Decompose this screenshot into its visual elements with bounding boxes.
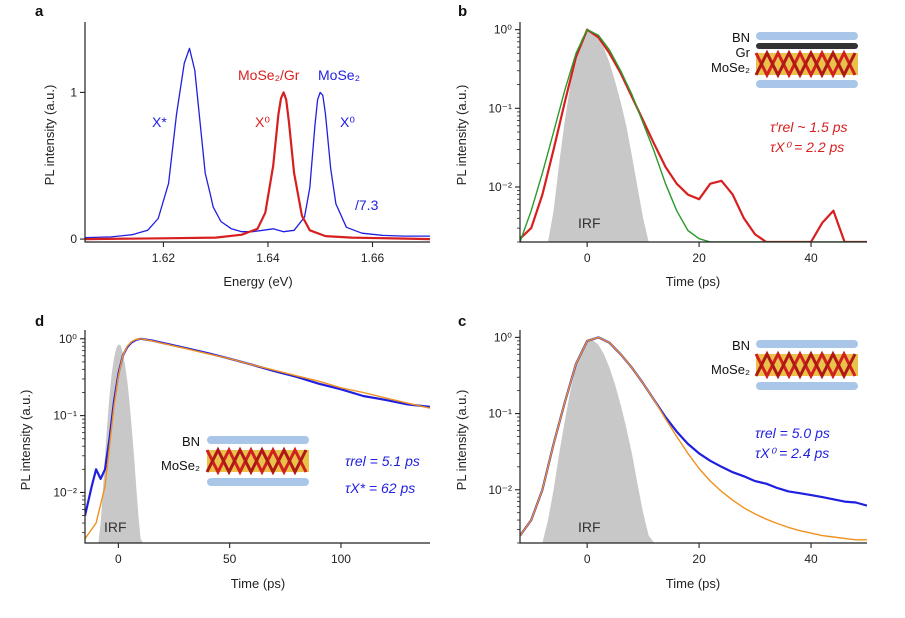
y-tick-label: 10⁻¹ [53,409,77,423]
inset-mose2-bonds-cross [754,350,857,380]
x-axis-label-c: Time (ps) [666,576,720,591]
inset-label-mose2-d: MoSe₂ [161,458,200,473]
y-axis-label-a: PL intensity (a.u.) [42,85,57,186]
annotation-trion-label: X* [152,114,167,130]
irf-label-d: IRF [104,519,127,535]
x-tick-label: 40 [804,251,818,265]
axes-c: 0 20 40 10⁰ 10⁻¹ 10⁻² [488,330,867,566]
y-tick-label: 10⁻² [488,483,512,497]
crystal-inset-c [754,340,858,390]
series-line-mose-gr [85,91,430,241]
annotation-scale-factor: /7.3 [355,197,379,213]
inset-label-bn-b: BN [732,30,750,45]
series-line-data [520,28,867,242]
panel-label-c: c [458,313,466,330]
annotation-exciton-hetero: X⁰ [255,114,270,130]
legend-hetero-label: MoSe₂/Gr [238,67,300,83]
x-tick-label: 0 [584,552,591,566]
irf-area [548,30,649,242]
x-axis-label-b: Time (ps) [666,274,720,289]
inset-bn-layer-top [756,340,858,348]
panel-b: b 0 20 40 10⁰ 10⁻¹ 10⁻² Time (ps) PL intensit… [454,3,867,289]
x-axis-label-d: Time (ps) [231,576,285,591]
inset-graphene-layer [756,43,858,49]
x-tick-label: 40 [804,552,818,566]
series-line-mose- [85,47,430,239]
inset-bn-layer-top [207,436,309,444]
y-tick-label: 10⁻¹ [488,101,512,115]
axis-frame [84,330,430,544]
inset-label-gr-b: Gr [736,45,751,60]
x-tick-label: 20 [692,552,706,566]
plot-area-b [520,28,867,242]
annotation-tau-rel-c: τrel = 5.0 ps [755,425,830,441]
panel-c: c 0 20 40 10⁰ 10⁻¹ 10⁻² Time (ps) PL intensit… [454,313,867,591]
irf-label-b: IRF [578,215,601,231]
irf-area [542,340,655,543]
inset-bn-layer-bottom [756,382,858,390]
x-tick-label: 1.64 [256,251,280,265]
y-tick-label: 10⁻² [53,485,77,499]
plot-area-d [85,337,430,543]
inset-mose2-bonds-cross [205,446,308,476]
annotation-tau-rel-d: τrel = 5.1 ps [345,453,420,469]
y-tick-label: 10⁰ [494,23,512,37]
x-tick-label: 50 [223,552,237,566]
irf-area [98,344,143,543]
plot-area-c [520,336,867,543]
inset-label-mose2-c: MoSe₂ [711,362,750,377]
panel-a: a 1.62 1.64 1.66 0 1 Energy (eV) PL intensit… [35,3,430,289]
panel-d: d 0 50 100 10⁰ 10⁻¹ 10⁻² Time (ps) PL intensi… [18,313,430,591]
crystal-inset-d [205,436,309,486]
x-tick-label: 0 [115,552,122,566]
x-tick-label: 100 [331,552,351,566]
inset-mose2-bonds-cross [754,49,857,79]
annotation-tau-xstar-d: τX* = 62 ps [345,480,415,496]
panel-label-a: a [35,3,44,20]
x-axis-label-a: Energy (eV) [223,274,292,289]
x-tick-label: 1.66 [361,251,385,265]
y-axis-label-b: PL intensity (a.u.) [454,85,469,186]
annotation-exciton-mono: X⁰ [340,114,355,130]
axis-frame [84,22,430,243]
axes-a: 1.62 1.64 1.66 0 1 [70,22,430,265]
legend-mono-label: MoSe₂ [318,67,360,83]
y-tick-label: 10⁻¹ [488,407,512,421]
series-line-fit [520,336,867,541]
annotation-tau-x0-b: τX⁰ = 2.2 ps [770,139,844,155]
y-tick-label: 1 [70,85,77,99]
y-tick-label: 10⁰ [494,330,512,344]
axes-b: 0 20 40 10⁰ 10⁻¹ 10⁻² [488,22,867,265]
annotation-tau-x0-c: τX⁰ = 2.4 ps [755,445,829,461]
crystal-inset-b [754,32,858,88]
panel-label-d: d [35,313,44,330]
inset-bn-layer-top [756,32,858,40]
series-line-fit [520,28,867,242]
y-tick-label: 10⁰ [59,332,77,346]
y-tick-label: 0 [70,232,77,246]
irf-label-c: IRF [578,519,601,535]
panel-label-b: b [458,3,467,20]
series-line-fit [85,338,430,540]
inset-label-mose2-b: MoSe₂ [711,60,750,75]
annotation-tau-rel-b: τ′rel ~ 1.5 ps [770,119,848,135]
x-tick-label: 0 [584,251,591,265]
x-tick-label: 20 [692,251,706,265]
y-tick-label: 10⁻² [488,180,512,194]
inset-bn-layer-bottom [207,478,309,486]
y-axis-label-c: PL intensity (a.u.) [454,390,469,491]
inset-label-bn-d: BN [182,434,200,449]
x-tick-label: 1.62 [152,251,176,265]
inset-bn-layer-bottom [756,80,858,88]
inset-label-bn-c: BN [732,338,750,353]
axes-d: 0 50 100 10⁰ 10⁻¹ 10⁻² [53,330,430,566]
y-axis-label-d: PL intensity (a.u.) [18,390,33,491]
plot-area-a [85,47,430,241]
